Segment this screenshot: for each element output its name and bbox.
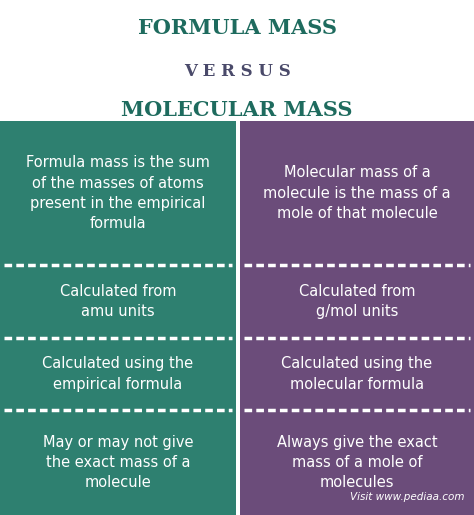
Bar [240, 121, 474, 266]
Bar [0, 410, 236, 515]
Text: FORMULA MASS: FORMULA MASS [137, 18, 337, 38]
Text: May or may not give
the exact mass of a
molecule: May or may not give the exact mass of a … [43, 435, 193, 490]
Bar [240, 266, 474, 338]
Text: V E R S U S: V E R S U S [183, 63, 291, 80]
Bar [0, 266, 236, 338]
Text: Calculated from
g/mol units: Calculated from g/mol units [299, 284, 415, 319]
Bar [0, 121, 236, 266]
Text: Formula mass is the sum
of the masses of atoms
present in the empirical
formula: Formula mass is the sum of the masses of… [26, 155, 210, 231]
Text: MOLECULAR MASS: MOLECULAR MASS [121, 100, 353, 121]
Bar [0, 338, 236, 410]
Text: Always give the exact
mass of a mole of
molecules: Always give the exact mass of a mole of … [277, 435, 437, 490]
Text: Calculated using the
molecular formula: Calculated using the molecular formula [282, 356, 432, 391]
Text: Molecular mass of a
molecule is the mass of a
mole of that molecule: Molecular mass of a molecule is the mass… [263, 165, 451, 221]
Text: Calculated using the
empirical formula: Calculated using the empirical formula [43, 356, 193, 391]
Bar [240, 338, 474, 410]
Text: Visit www.pediaa.com: Visit www.pediaa.com [350, 492, 465, 502]
Bar [240, 410, 474, 515]
Text: Calculated from
amu units: Calculated from amu units [60, 284, 176, 319]
